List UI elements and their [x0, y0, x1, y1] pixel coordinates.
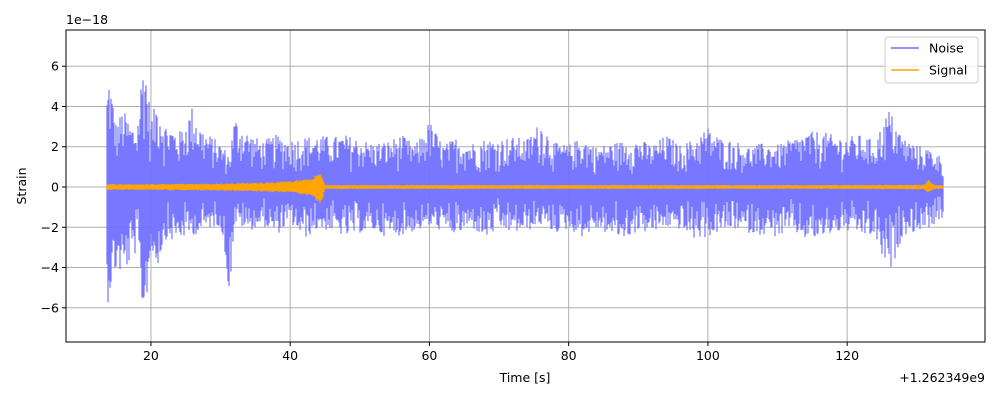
y-tick-label: 2 [51, 139, 59, 154]
y-axis-ticks: −6 −4 −2 0 2 4 6 [41, 59, 66, 315]
y-tick-label: −6 [41, 300, 59, 315]
y-scale-offset-label: 1e−18 [66, 12, 108, 27]
grid-lines [66, 30, 985, 342]
legend: Noise Signal [884, 36, 979, 84]
x-axis-ticks: 20 40 60 80 100 120 [143, 342, 859, 363]
x-tick-label: 20 [143, 348, 159, 363]
legend-label-noise: Noise [929, 41, 964, 56]
legend-label-signal: Signal [929, 63, 967, 78]
x-axis-label: Time [s] [499, 370, 551, 385]
y-tick-label: 6 [51, 59, 59, 74]
series-layer [106, 80, 944, 303]
x-tick-label: 80 [561, 348, 577, 363]
y-axis-label: Strain [14, 167, 29, 204]
plot-area-frame [65, 29, 986, 343]
x-offset-label: +1.262349e9 [899, 370, 985, 385]
y-tick-label: −4 [41, 260, 59, 275]
x-tick-label: 40 [282, 348, 298, 363]
y-tick-label: −2 [41, 220, 59, 235]
y-tick-label: 0 [51, 180, 59, 195]
x-tick-label: 100 [696, 348, 720, 363]
x-tick-label: 120 [835, 348, 859, 363]
signal-series-line [106, 174, 944, 204]
y-tick-label: 4 [51, 99, 59, 114]
x-tick-label: 60 [421, 348, 437, 363]
